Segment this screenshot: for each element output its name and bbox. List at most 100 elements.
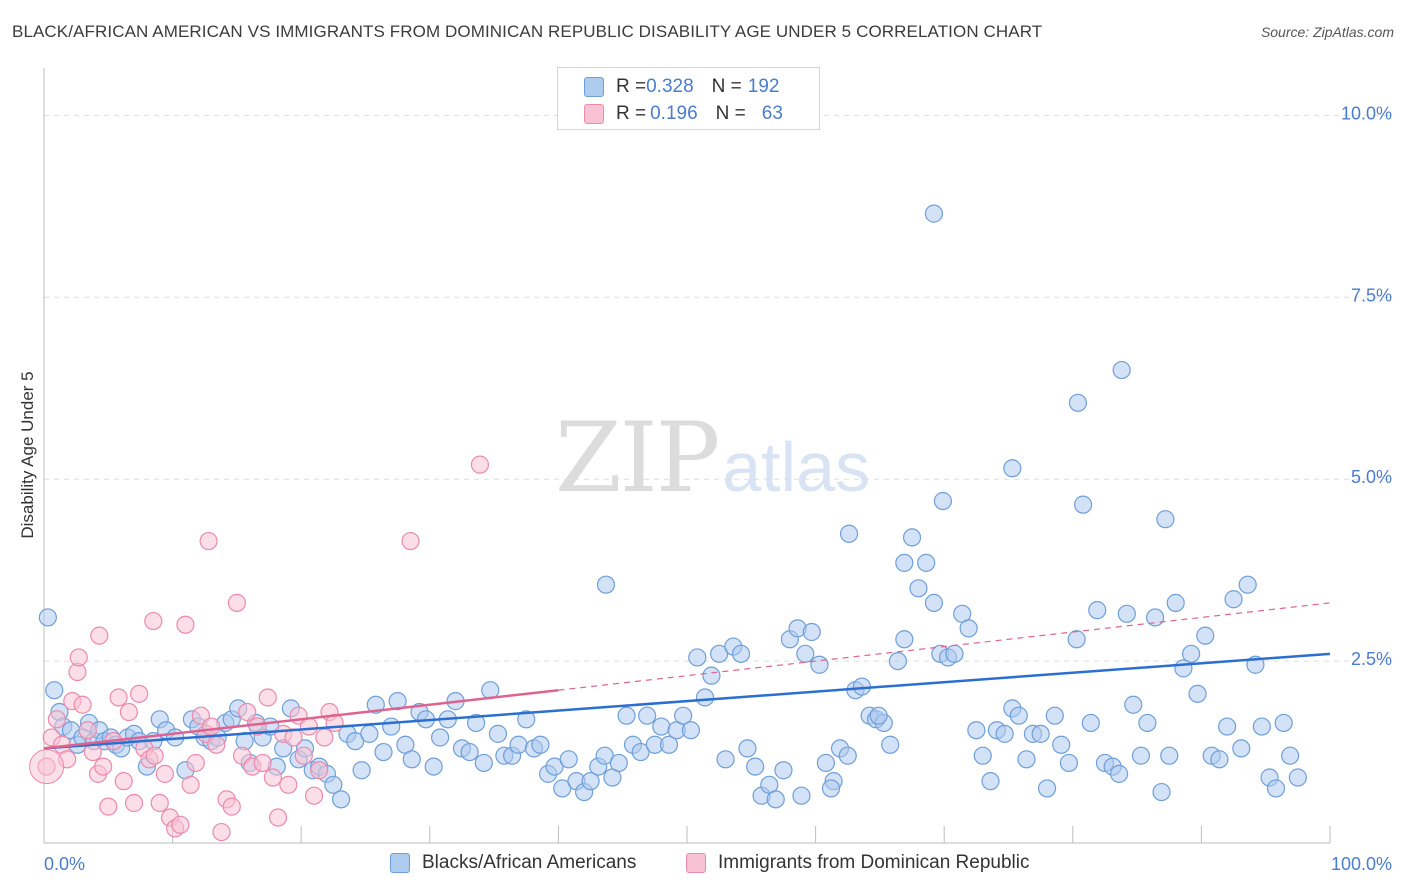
data-point (324, 775, 343, 794)
data-point (258, 688, 277, 707)
data-point (796, 644, 815, 663)
data-point (360, 724, 379, 743)
data-point (559, 750, 578, 769)
data-point (1037, 779, 1057, 798)
data-point (144, 611, 163, 631)
data-point (279, 775, 298, 794)
data-point (145, 746, 164, 765)
legend-swatch-blue (390, 853, 410, 873)
data-point (38, 608, 57, 627)
data-point (674, 706, 693, 725)
data-point (1068, 393, 1088, 412)
data-point (695, 688, 715, 707)
grid-lines (44, 114, 1392, 662)
data-point (710, 644, 729, 663)
legend-row-blacks: R = 0.328 N = 192 (584, 74, 779, 100)
data-point (374, 742, 393, 762)
data-point (595, 746, 614, 765)
data-point (517, 710, 536, 729)
chart-title: BLACK/AFRICAN AMERICAN VS IMMIGRANTS FRO… (12, 22, 1043, 41)
data-point (967, 721, 986, 740)
data-point (895, 553, 914, 572)
data-point (617, 706, 636, 725)
data-point (202, 717, 221, 736)
data-point (545, 757, 564, 776)
data-point (119, 702, 138, 722)
data-point (917, 553, 936, 572)
data-point (638, 706, 657, 725)
data-point (150, 793, 169, 813)
data-point (69, 648, 88, 667)
data-point (702, 666, 721, 685)
data-point (792, 786, 811, 805)
data-point (331, 790, 351, 809)
data-point (973, 746, 992, 765)
data-point (401, 531, 420, 551)
data-point (1210, 750, 1229, 769)
data-point (47, 710, 66, 729)
data-point (1059, 753, 1079, 773)
data-point (94, 757, 113, 776)
data-point (460, 742, 479, 762)
data-point (1266, 779, 1286, 798)
data-point (1196, 626, 1215, 645)
data-point (299, 717, 319, 736)
data-point (352, 761, 371, 780)
data-point (909, 579, 928, 598)
data-point (424, 757, 443, 776)
data-point (631, 742, 650, 762)
data-point (171, 815, 190, 834)
data-point (90, 626, 109, 645)
data-point (1182, 644, 1201, 663)
data-point (253, 753, 272, 773)
data-point (430, 728, 450, 747)
data-point (1152, 782, 1171, 802)
data-point (1117, 604, 1136, 623)
data-point (99, 797, 118, 816)
y-tick-label: 5.0% (1351, 467, 1392, 487)
data-point (1131, 746, 1151, 765)
data-point (688, 648, 707, 667)
data-point (402, 750, 421, 769)
legend-swatch-pink (584, 104, 604, 124)
data-point (766, 790, 785, 809)
data-point (531, 735, 550, 754)
data-point (1109, 764, 1129, 783)
data-point (176, 615, 195, 634)
data-point (681, 721, 700, 740)
data-point (1238, 575, 1257, 594)
legend-n-label: N = (715, 103, 746, 124)
data-point (553, 779, 572, 798)
y-tick-label: 2.5% (1351, 649, 1392, 669)
data-point (652, 717, 671, 736)
source-label: Source: ZipAtlas.com (1260, 24, 1394, 40)
data-point (945, 644, 964, 663)
data-point (1218, 717, 1237, 736)
data-point (895, 630, 914, 649)
data-point (222, 797, 241, 816)
data-point (1288, 768, 1307, 787)
legend-swatch-blue (584, 77, 604, 97)
data-point (29, 749, 65, 785)
data-point (263, 768, 283, 787)
data-point (1138, 713, 1157, 733)
trend-line-dominican (43, 688, 559, 750)
data-point (130, 684, 149, 703)
legend-n-value: 63 (761, 103, 783, 124)
x-tick-label: 0.0% (44, 854, 85, 874)
data-point (659, 735, 679, 754)
data-point (869, 706, 888, 725)
data-point (470, 455, 490, 474)
data-point (474, 753, 493, 773)
data-point (924, 204, 944, 223)
data-point (581, 772, 600, 791)
trend-line-blacks (43, 652, 1331, 750)
data-point (294, 746, 313, 765)
data-point (609, 753, 628, 773)
data-point (248, 717, 267, 736)
y-axis-label: Disability Age Under 5 (18, 371, 37, 539)
trend-lines (43, 602, 1331, 750)
data-point (1009, 706, 1028, 725)
data-point (902, 528, 922, 547)
